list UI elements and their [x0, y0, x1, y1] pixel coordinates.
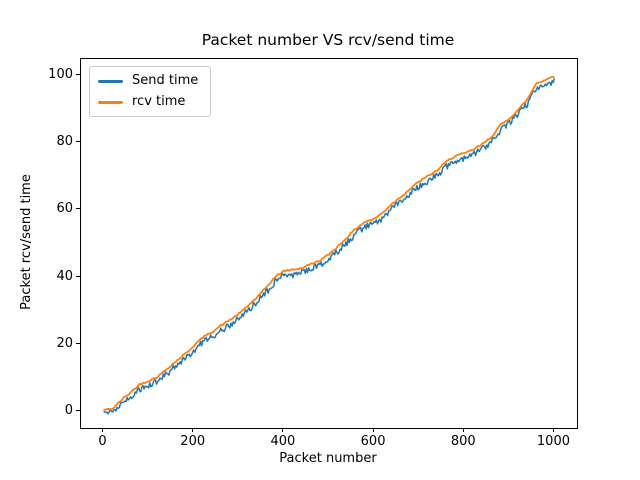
chart-title: Packet number VS rcv/send time	[201, 31, 455, 49]
x-tick-label: 400	[270, 434, 296, 449]
series-plot	[103, 75, 556, 415]
x-tick-label: 1000	[536, 434, 570, 449]
x-tick-label: 200	[180, 434, 206, 449]
x-tick-label: 600	[360, 434, 386, 449]
y-tick-label: 100	[48, 67, 73, 83]
send-time-line	[103, 77, 556, 415]
legend-label-rcv-time: rcv time	[132, 94, 186, 109]
legend: Send time rcv time	[89, 66, 212, 117]
y-tick-mark	[76, 409, 80, 411]
y-tick-label: 80	[56, 134, 73, 150]
y-tick-label: 40	[56, 268, 73, 284]
x-tick-mark	[282, 428, 284, 432]
legend-item-send-time: Send time	[98, 73, 198, 89]
rcv-time-line-swatch-icon	[98, 100, 123, 104]
x-tick-mark	[372, 428, 374, 432]
y-tick-mark	[76, 74, 80, 76]
y-axis-label: Packet rcv/send time	[19, 174, 34, 310]
y-tick-mark	[76, 275, 80, 277]
x-tick-mark	[192, 428, 194, 432]
y-tick-mark	[76, 342, 80, 344]
plot-area: Send time rcv time	[80, 58, 578, 429]
rcv-time-line	[103, 75, 555, 411]
y-tick-label: 0	[64, 402, 73, 418]
legend-label-send-time: Send time	[132, 73, 199, 88]
y-tick-label: 20	[56, 335, 73, 351]
x-axis-label: Packet number	[279, 451, 377, 466]
x-tick-mark	[552, 428, 554, 432]
x-tick-mark	[462, 428, 464, 432]
send-time-line-swatch-icon	[98, 79, 123, 83]
legend-item-rcv-time: rcv time	[98, 94, 198, 110]
y-tick-mark	[76, 141, 80, 143]
y-tick-label: 60	[56, 201, 73, 217]
x-tick-label: 0	[98, 434, 107, 449]
x-tick-label: 800	[450, 434, 476, 449]
y-tick-mark	[76, 208, 80, 210]
x-tick-mark	[102, 428, 104, 432]
